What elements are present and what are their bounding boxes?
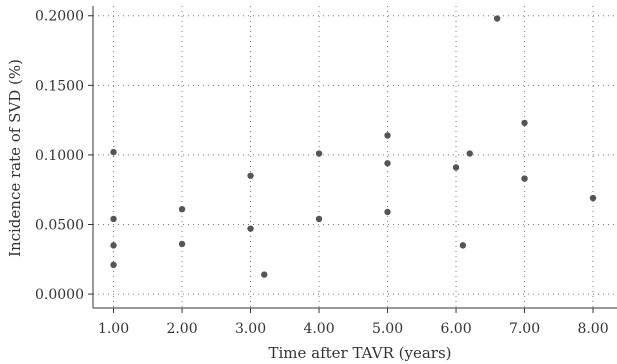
y-axis-ticks: 0.0000 0.0500 0.1000 0.1500 0.2000 xyxy=(35,9,93,303)
data-point-19 xyxy=(521,175,528,182)
x-tick-label: 3.00 xyxy=(235,321,266,337)
x-tick-label: 5.00 xyxy=(372,321,403,337)
grid-lines xyxy=(93,6,617,308)
x-tick-label: 4.00 xyxy=(303,321,334,337)
x-tick-label: 1.00 xyxy=(98,321,129,337)
y-tick-label: 0.1000 xyxy=(35,148,84,164)
data-point-17 xyxy=(493,15,501,22)
data-point-15 xyxy=(459,242,467,249)
axes xyxy=(92,6,617,309)
data-point-10 xyxy=(315,215,323,223)
data-point-6 xyxy=(247,172,254,179)
data-point-16 xyxy=(466,150,473,157)
y-tick-label: 0.0000 xyxy=(35,287,84,303)
data-point-11 xyxy=(384,132,391,139)
data-point-13 xyxy=(384,208,391,216)
x-axis-title: Time after TAVR (years) xyxy=(268,344,451,362)
y-tick-label: 0.0500 xyxy=(35,217,84,233)
data-point-8 xyxy=(261,271,268,278)
data-point-20 xyxy=(589,194,597,202)
data-point-3 xyxy=(110,261,117,269)
x-tick-label: 8.00 xyxy=(577,321,608,337)
x-tick-label: 6.00 xyxy=(440,321,471,337)
x-tick-label: 2.00 xyxy=(166,321,197,337)
data-point-18 xyxy=(521,119,528,127)
data-point-7 xyxy=(247,225,254,232)
data-point-14 xyxy=(452,164,460,171)
x-axis-ticks: 1.00 2.00 3.00 4.00 5.00 6.00 7.00 8.00 xyxy=(98,308,609,337)
y-axis-title: Incidence rate of SVD (%) xyxy=(6,59,24,257)
data-point-12 xyxy=(384,160,391,167)
data-point-0 xyxy=(110,148,117,156)
data-point-1 xyxy=(110,215,117,223)
y-tick-label: 0.1500 xyxy=(35,78,84,94)
y-tick-label: 0.2000 xyxy=(35,9,84,25)
data-point-4 xyxy=(178,205,186,213)
data-point-9 xyxy=(315,150,323,157)
data-point-2 xyxy=(110,242,117,249)
x-tick-label: 7.00 xyxy=(509,321,540,337)
data-point-5 xyxy=(178,240,186,248)
data-points xyxy=(110,15,597,278)
